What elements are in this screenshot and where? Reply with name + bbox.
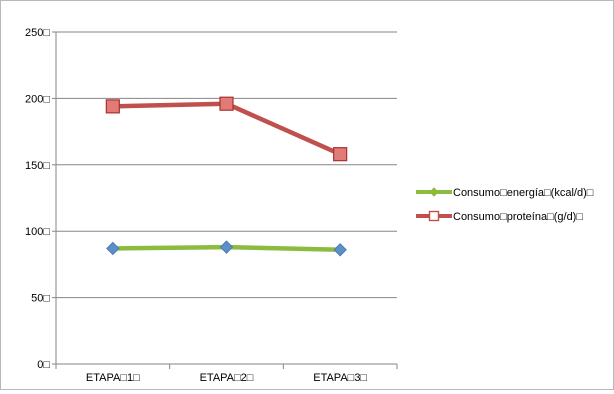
x-tick-label: ETAPA□2□ <box>200 372 254 384</box>
x-tick-label: ETAPA□1□ <box>86 372 140 384</box>
series-line-1 <box>112 101 342 157</box>
y-tick-label: 100□ <box>25 226 50 238</box>
legend-marker-square <box>428 210 440 222</box>
y-tick-label: 250□ <box>25 27 50 39</box>
data-point-diamond <box>333 243 347 257</box>
data-point-square <box>333 147 348 162</box>
x-tick-label: ETAPA□3□ <box>313 372 367 384</box>
y-tick-label: 50□ <box>31 293 50 305</box>
data-point-square <box>219 96 234 111</box>
data-point-square <box>105 99 120 114</box>
y-tick-label: 0□ <box>37 359 50 371</box>
legend-label: Consumo□energía□(kcal/d)□ <box>453 187 594 199</box>
legend-marker-diamond <box>429 187 439 197</box>
data-point-diamond <box>106 241 120 256</box>
data-point-diamond <box>219 240 234 254</box>
y-tick-label: 150□ <box>25 160 50 172</box>
legend-label: Consumo□proteína□(g/d)□ <box>453 211 583 223</box>
y-tick-label: 200□ <box>25 93 50 105</box>
